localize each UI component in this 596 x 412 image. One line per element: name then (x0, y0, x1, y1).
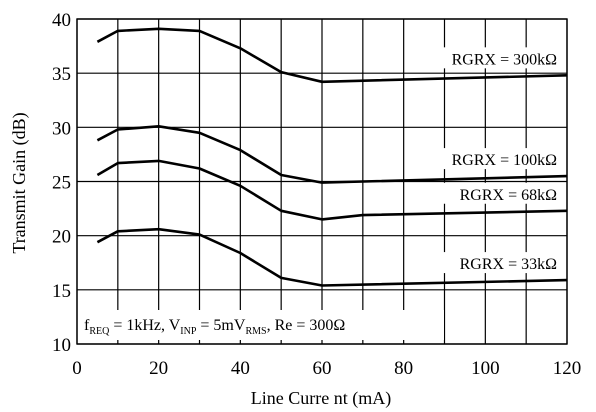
series-line (96, 159, 568, 221)
y-tick-label: 35 (52, 64, 71, 85)
conditions-annotation: fREQ = 1kHz, VINP = 5mVRMS, Re = 300Ω (84, 317, 345, 337)
y-tick-label: 20 (52, 227, 71, 248)
y-tick-label: 15 (52, 281, 71, 302)
y-tick-label: 10 (52, 335, 71, 356)
x-tick-label: 60 (313, 358, 332, 379)
tick-labels: 0 20 40 60 80 100 120 10 15 20 25 30 35 40 (52, 10, 581, 379)
series-label: RGRX = 100kΩ (452, 152, 557, 169)
y-tick-label: 30 (52, 118, 71, 139)
plot-frame (76, 18, 568, 345)
annotation-background (80, 310, 444, 340)
series-label-background (409, 47, 559, 69)
x-tick-label: 20 (149, 358, 168, 379)
series-line (96, 125, 568, 184)
series-line (96, 27, 568, 84)
series-label-background (409, 182, 559, 204)
x-tick-label: 0 (72, 358, 82, 379)
series-label-background (409, 148, 559, 170)
series-labels: RGRX = 300kΩ RGRX = 100kΩ RGRX = 68kΩ RGRX … (409, 47, 559, 273)
y-tick-label: 40 (52, 10, 71, 31)
series-label: RGRX = 33kΩ (460, 256, 557, 273)
x-tick-label: 80 (394, 358, 413, 379)
x-tick-label: 120 (553, 358, 582, 379)
series-lines (96, 27, 568, 287)
y-axis-title: Transmit Gain (dB) (9, 112, 30, 253)
y-tick-label: 25 (52, 173, 71, 194)
x-tick-label: 40 (231, 358, 250, 379)
x-axis-title: Line Curre nt (mA) (251, 388, 391, 409)
series-label-background (409, 252, 559, 274)
x-tick-label: 100 (471, 358, 500, 379)
series-label: RGRX = 300kΩ (452, 51, 557, 68)
series-label: RGRX = 68kΩ (460, 187, 557, 204)
series-line (96, 227, 568, 287)
